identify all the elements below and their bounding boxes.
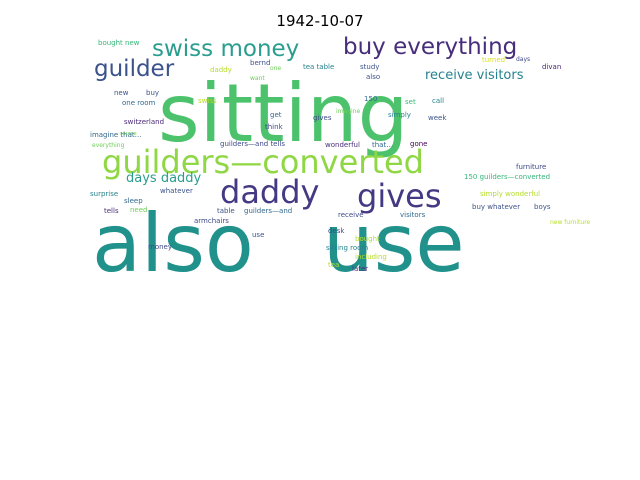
word-one: one <box>270 65 282 72</box>
word-turned: turned <box>482 56 506 64</box>
word-swiss-money: swiss money <box>152 36 300 62</box>
word-use: use <box>323 197 465 290</box>
word-call: call <box>432 97 445 105</box>
word-armchairs: armchairs <box>194 217 229 225</box>
word-imagine: imagine <box>336 108 361 115</box>
word-150-guilders-converted: 150 guilders—converted <box>464 173 551 181</box>
word-set: set <box>405 98 416 106</box>
word-gives-small: gives <box>313 114 332 122</box>
word-simply: simply <box>388 111 411 119</box>
word-swiss: swiss <box>198 97 217 105</box>
word-get: get <box>270 111 282 119</box>
word-whatever: whatever <box>160 187 193 195</box>
word-imagine-that: imagine that… <box>90 131 142 139</box>
word-furniture: furniture <box>516 163 547 171</box>
word-everything: everything <box>92 142 125 149</box>
word-later: later <box>352 265 369 273</box>
word-want: want <box>250 75 265 82</box>
word-daddy-small: daddy <box>210 66 232 74</box>
word-sitting: sitting <box>158 67 409 160</box>
word-bought: bought <box>355 235 380 243</box>
word-buy-whatever: buy whatever <box>472 203 521 211</box>
word-that: that… <box>372 141 394 149</box>
word-simply-wonderful: simply wonderful <box>480 190 541 198</box>
word-gives: gives <box>357 177 442 215</box>
word-week: week <box>428 114 447 122</box>
word-new-furniture: new furniture <box>550 219 591 226</box>
word-wonderful: wonderful <box>325 141 360 149</box>
word-days: days <box>516 56 531 63</box>
word-desk: desk <box>328 227 345 235</box>
word-daddy: daddy <box>220 173 320 211</box>
word-cloud: sitting also use guilders—converted dadd… <box>80 34 590 302</box>
word-guilder: guilder <box>94 56 175 82</box>
word-also: also <box>92 197 254 290</box>
word-switzerland: switzerland <box>124 118 165 126</box>
word-buy: buy <box>146 89 160 97</box>
word-tells: tells <box>104 207 119 215</box>
chart-title: 1942-10-07 <box>276 12 364 30</box>
word-also-small: also <box>366 73 381 81</box>
word-gone: gone <box>410 140 428 148</box>
word-guilders-and: guilders—and <box>244 207 293 215</box>
word-table: table <box>217 207 235 215</box>
word-boys: boys <box>534 203 551 211</box>
word-days-daddy: days daddy <box>126 171 202 186</box>
word-study: study <box>360 63 380 71</box>
word-divan: divan <box>542 63 562 71</box>
word-money: money <box>148 243 172 251</box>
word-new: new <box>114 89 129 97</box>
word-sleep: sleep <box>124 197 143 205</box>
word-buy-everything: buy everything <box>343 34 518 60</box>
word-guilders-converted: guilders—converted <box>102 143 424 181</box>
word-think: think <box>265 123 283 131</box>
word-surprise: surprise <box>90 190 119 198</box>
word-tea: tea <box>328 261 340 269</box>
word-sitting-room: sitting room <box>326 244 369 252</box>
word-receive-visitors: receive visitors <box>425 68 524 83</box>
word-150: 150 <box>364 95 378 103</box>
word-receive: receive <box>338 211 364 219</box>
word-need: need <box>130 206 148 214</box>
word-use-small: use <box>252 231 265 239</box>
word-visitors: visitors <box>400 211 426 219</box>
word-guilders-and-tells: guilders—and tells <box>220 140 286 148</box>
word-one-room: one room <box>122 99 156 107</box>
word-bought-new: bought new <box>98 39 140 47</box>
word-bernd: bernd <box>250 59 271 67</box>
word-source: source <box>120 131 137 137</box>
word-including: including <box>355 253 387 261</box>
word-tea-table: tea table <box>303 63 335 71</box>
